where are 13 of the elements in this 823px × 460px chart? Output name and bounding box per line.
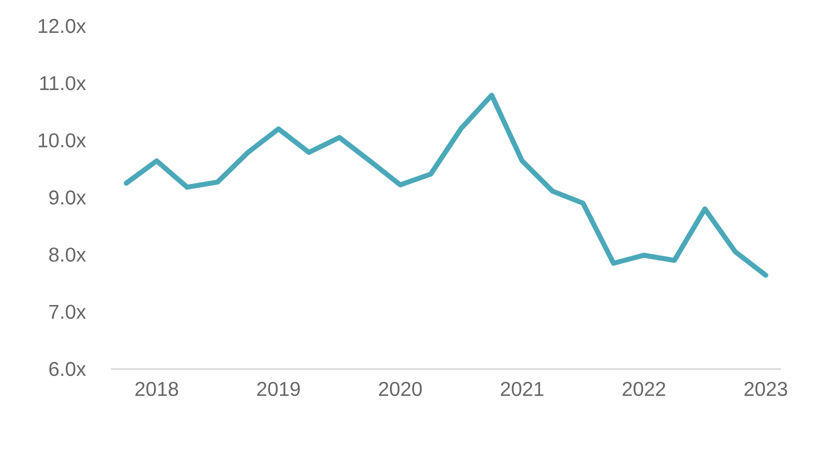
y-tick-label: 6.0x <box>49 362 86 376</box>
y-tick-label: 11.0x <box>40 76 86 90</box>
x-tick-label: 2022 <box>622 382 666 396</box>
x-tick-label: 2021 <box>500 382 544 396</box>
x-tick-label: 2019 <box>257 382 300 396</box>
y-tick-label: 7.0x <box>49 304 86 319</box>
y-tick-label: 10.0x <box>38 133 86 148</box>
y-tick-label: 8.0x <box>49 248 86 262</box>
x-tick-label: 2018 <box>135 382 178 396</box>
x-tick-label: 2023 <box>744 382 788 396</box>
y-tick-label: 12.0x <box>38 18 86 34</box>
x-tick-label: 2020 <box>379 382 422 396</box>
y-tick-label: 9.0x <box>49 190 86 205</box>
